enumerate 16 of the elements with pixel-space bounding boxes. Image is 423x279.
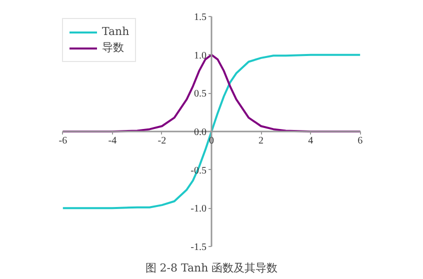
text: 图 2-8 Tanh 函数及其导数: [145, 262, 278, 274]
x-tick-label: -2: [158, 136, 166, 146]
x-tick-label: 4: [308, 136, 314, 146]
x-tick-label: 2: [258, 136, 264, 146]
legend-label: Tanh: [102, 25, 130, 38]
y-tick-label: 1.5: [194, 12, 206, 24]
y-tick-label: 1.0: [194, 50, 206, 62]
y-tick-label: -1.0: [190, 204, 207, 215]
x-tick-label: -6: [58, 136, 68, 146]
legend-label: 导数: [102, 40, 124, 55]
y-tick-label: -1.5: [190, 242, 207, 253]
x-tick-label: 0: [209, 136, 214, 146]
x-tick-label: 6: [358, 136, 363, 146]
y-tick-label: 0.0: [194, 127, 206, 138]
x-tick-label: -4: [108, 136, 117, 146]
y-tick-label: 0.5: [194, 88, 206, 100]
